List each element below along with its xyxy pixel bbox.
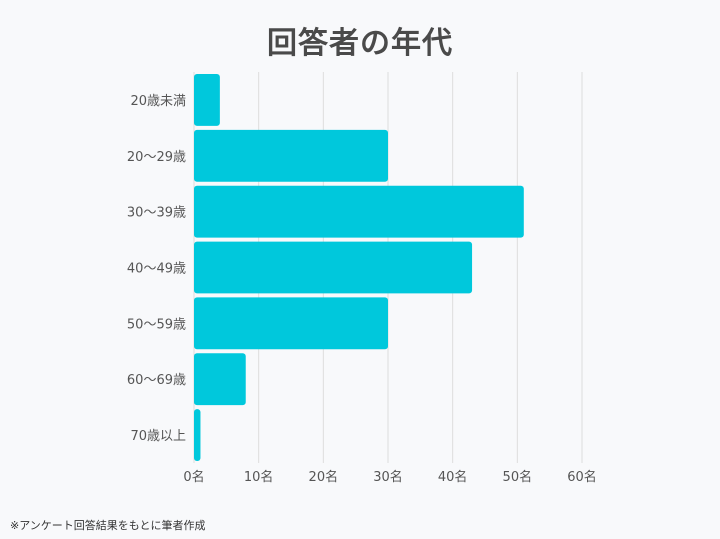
chart-title: 回答者の年代: [267, 26, 453, 61]
x-tick-label: 0名: [183, 469, 204, 485]
y-category-label: 70歳以上: [130, 429, 186, 444]
footnote: ※アンケート回答結果をもとに筆者作成: [10, 519, 206, 532]
y-category-label: 60〜69歳: [127, 373, 186, 388]
y-category-label: 20〜29歳: [127, 150, 186, 165]
y-category-label: 50〜59歳: [127, 317, 186, 332]
x-tick-label: 20名: [309, 469, 339, 485]
bar: [194, 241, 473, 294]
bar: [194, 129, 388, 182]
x-tick-label: 50名: [503, 469, 533, 485]
x-tick-label: 60名: [567, 469, 597, 485]
bar: [194, 297, 388, 350]
y-category-label: 30〜39歳: [127, 206, 186, 221]
bar: [194, 353, 246, 406]
y-category-label: 20歳未満: [130, 94, 186, 109]
x-tick-label: 40名: [438, 469, 468, 485]
bar: [194, 409, 201, 461]
bar: [194, 74, 220, 126]
bar: [194, 185, 524, 238]
x-tick-label: 10名: [244, 469, 274, 485]
x-tick-label: 30名: [373, 469, 403, 485]
y-category-label: 40〜49歳: [127, 262, 186, 277]
